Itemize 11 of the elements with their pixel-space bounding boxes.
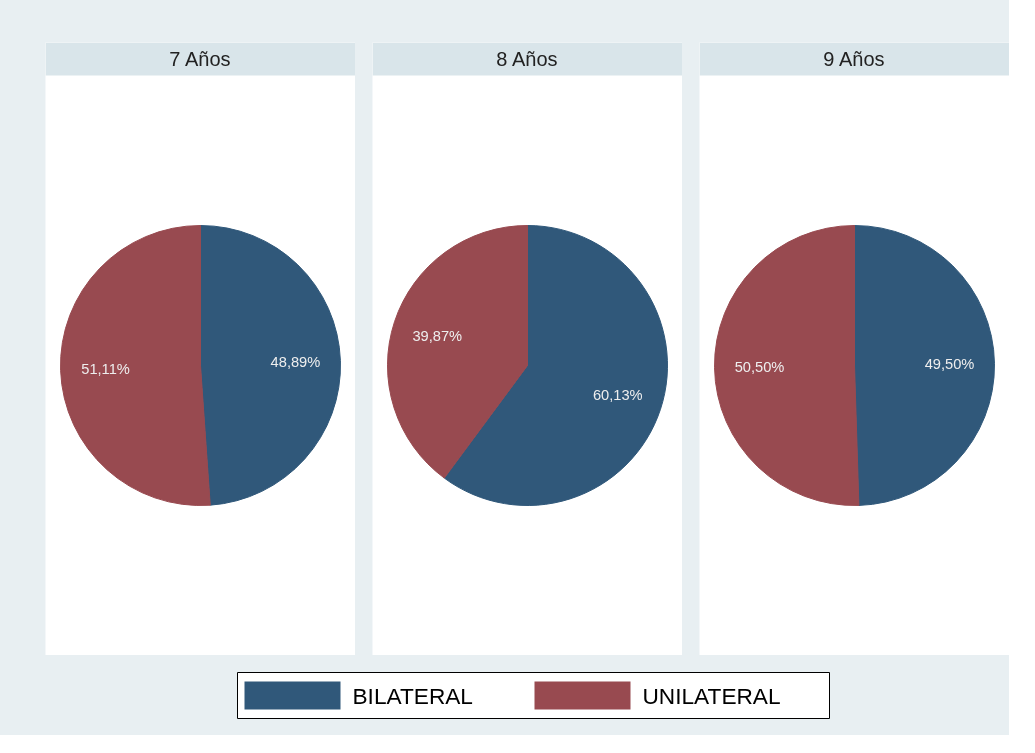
data-label: 51,11% [81,360,130,377]
legend-label: BILATERAL [352,682,473,709]
data-label: 48,89% [270,354,321,371]
chart-title: 9 Años [823,48,885,70]
data-label: 49,50% [924,356,975,373]
legend-label: UNILATERAL [642,682,781,709]
data-label: 50,50% [734,358,785,375]
chart-title: 7 Años [169,48,231,70]
data-label: 39,87% [412,327,463,344]
data-label: 60,13% [592,387,643,404]
chart-title: 8 Años [496,48,558,70]
